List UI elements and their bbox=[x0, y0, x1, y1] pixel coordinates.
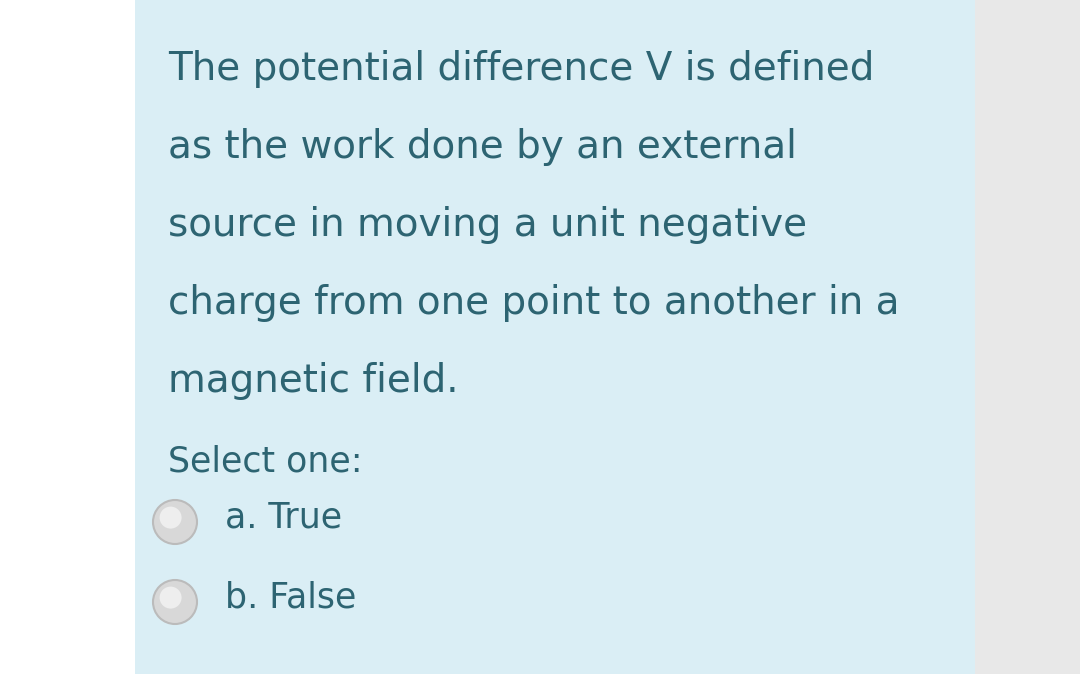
Text: source in moving a unit negative: source in moving a unit negative bbox=[168, 206, 807, 244]
Ellipse shape bbox=[153, 580, 197, 624]
Ellipse shape bbox=[160, 586, 181, 609]
Text: The potential difference V is defined: The potential difference V is defined bbox=[168, 50, 875, 88]
Text: as the work done by an external: as the work done by an external bbox=[168, 128, 797, 166]
Bar bbox=[135, 0, 975, 674]
Bar bbox=[975, 0, 1080, 674]
Text: b. False: b. False bbox=[225, 580, 356, 614]
Ellipse shape bbox=[153, 500, 197, 544]
Text: charge from one point to another in a: charge from one point to another in a bbox=[168, 284, 900, 322]
Text: Select one:: Select one: bbox=[168, 445, 363, 479]
Ellipse shape bbox=[160, 507, 181, 528]
Text: magnetic field.: magnetic field. bbox=[168, 362, 459, 400]
Text: a. True: a. True bbox=[225, 500, 342, 534]
